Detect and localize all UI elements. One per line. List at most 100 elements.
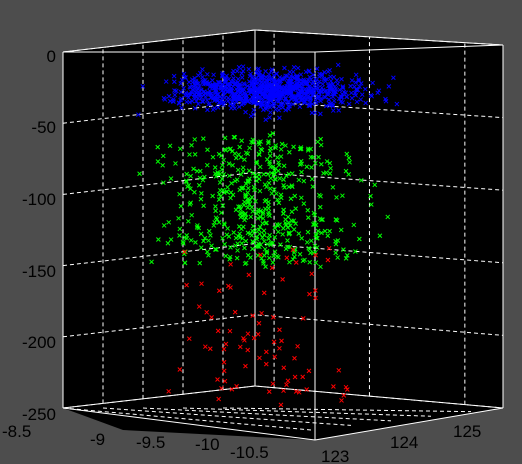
- data-point: [286, 106, 291, 112]
- data-point: [200, 79, 206, 85]
- data-point: [191, 84, 196, 90]
- data-point: [242, 245, 247, 251]
- data-point: [307, 246, 313, 252]
- data-point: [265, 171, 271, 177]
- data-point: [216, 197, 222, 202]
- data-point: [340, 193, 345, 199]
- x-tick-label: -10: [195, 435, 220, 454]
- data-point: [245, 180, 251, 185]
- data-point: [209, 243, 214, 249]
- data-point: [234, 177, 240, 183]
- data-point: [299, 161, 305, 167]
- data-point: [280, 277, 285, 282]
- data-point: [188, 186, 193, 192]
- data-point: [176, 100, 182, 106]
- data-point: [203, 94, 208, 100]
- data-point: [331, 384, 336, 389]
- data-point: [331, 91, 337, 97]
- data-point: [227, 256, 233, 262]
- data-point: [245, 185, 251, 191]
- data-point: [259, 147, 265, 153]
- data-point: [264, 249, 270, 254]
- data-point: [220, 162, 225, 168]
- data-point: [163, 79, 169, 84]
- data-point: [266, 138, 271, 144]
- data-point: [223, 341, 229, 347]
- data-point: [284, 255, 290, 261]
- data-point: [263, 117, 269, 123]
- data-point: [319, 217, 324, 223]
- x-tick-label: -9.5: [136, 433, 165, 452]
- data-point: [275, 168, 281, 174]
- data-point: [258, 85, 264, 91]
- data-point: [375, 90, 381, 96]
- data-point: [285, 99, 290, 105]
- data-point: [311, 87, 316, 93]
- data-point: [341, 393, 347, 398]
- data-point: [224, 73, 229, 79]
- data-point: [233, 155, 239, 161]
- data-point: [269, 265, 275, 271]
- data-point: [277, 345, 282, 351]
- data-point: [346, 155, 352, 161]
- data-point: [344, 151, 350, 157]
- data-point: [171, 99, 176, 104]
- data-point: [220, 72, 225, 78]
- data-point: [323, 103, 329, 109]
- data-point: [300, 374, 306, 380]
- data-point: [278, 84, 283, 90]
- data-point: [223, 147, 229, 153]
- data-point: [335, 81, 341, 87]
- data-point: [328, 102, 334, 108]
- data-point: [260, 75, 265, 81]
- data-point: [197, 260, 203, 266]
- data-point: [205, 107, 210, 113]
- data-point: [199, 190, 204, 196]
- data-point: [222, 135, 228, 141]
- data-point: [333, 250, 339, 256]
- data-point: [278, 154, 284, 159]
- data-point: [240, 86, 246, 92]
- data-point: [239, 213, 245, 219]
- data-point: [328, 78, 334, 84]
- data-point: [307, 259, 313, 265]
- data-point: [231, 101, 236, 107]
- data-point: [233, 80, 239, 86]
- data-point: [225, 85, 230, 91]
- z-tick-label: -250: [22, 405, 56, 424]
- data-point: [184, 232, 190, 238]
- data-point: [212, 165, 218, 170]
- data-point: [269, 191, 275, 196]
- data-point: [229, 180, 234, 186]
- data-point: [315, 82, 321, 88]
- data-point: [359, 92, 365, 97]
- data-point: [363, 100, 368, 106]
- data-point: [299, 96, 305, 102]
- data-point: [266, 209, 272, 215]
- data-point: [161, 180, 166, 186]
- data-point: [247, 145, 252, 151]
- box-edge: [314, 407, 504, 441]
- data-point: [289, 183, 295, 188]
- data-point: [243, 192, 248, 197]
- data-point: [254, 236, 260, 242]
- data-point: [177, 367, 183, 372]
- data-point: [266, 206, 271, 211]
- data-point: [312, 243, 318, 249]
- data-point: [242, 217, 247, 223]
- data-point: [320, 81, 325, 87]
- data-point: [270, 164, 276, 170]
- data-point: [193, 85, 199, 91]
- data-point: [250, 170, 256, 176]
- data-point: [177, 146, 183, 152]
- data-point: [309, 165, 314, 170]
- data-point: [271, 72, 277, 78]
- data-point: [183, 75, 188, 80]
- series-2: [166, 245, 350, 408]
- data-point: [238, 172, 244, 177]
- data-point: [338, 94, 344, 99]
- data-point: [221, 359, 227, 365]
- data-point: [204, 162, 210, 168]
- data-point: [327, 160, 333, 166]
- data-point: [210, 77, 215, 83]
